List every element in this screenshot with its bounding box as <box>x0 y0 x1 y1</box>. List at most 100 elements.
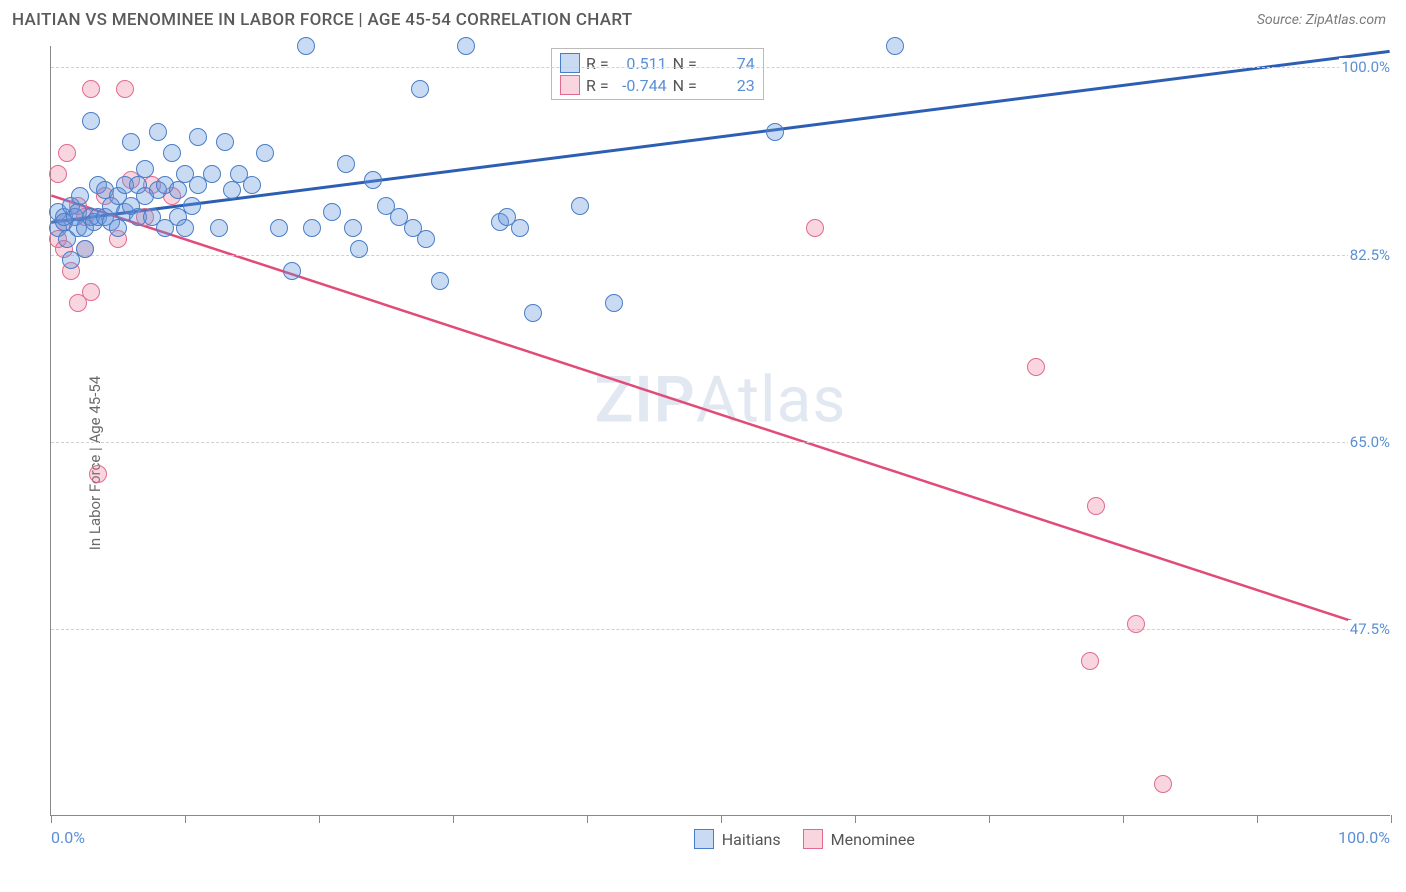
data-point-haitians <box>243 176 261 194</box>
data-point-haitians <box>524 304 542 322</box>
legend-swatch-haitians <box>694 829 714 849</box>
data-point-haitians <box>149 123 167 141</box>
data-point-menominee <box>1127 615 1145 633</box>
legend-r-label: R = <box>586 54 609 73</box>
data-point-haitians <box>605 294 623 312</box>
legend-swatch-menominee <box>560 75 580 95</box>
legend-label: Menominee <box>831 830 915 849</box>
data-point-haitians <box>766 123 784 141</box>
data-point-haitians <box>163 144 181 162</box>
data-point-haitians <box>122 133 140 151</box>
x-tick <box>721 815 722 823</box>
data-point-haitians <box>71 187 89 205</box>
data-point-haitians <box>223 181 241 199</box>
legend-r-label: R = <box>586 76 609 95</box>
grid-line <box>51 442 1390 443</box>
data-point-menominee <box>116 80 134 98</box>
x-tick <box>1257 815 1258 823</box>
data-point-menominee <box>49 165 67 183</box>
x-tick <box>319 815 320 823</box>
data-point-haitians <box>82 112 100 130</box>
legend-n-label: N = <box>673 76 697 95</box>
data-point-haitians <box>344 219 362 237</box>
data-point-haitians <box>323 203 341 221</box>
x-tick <box>587 815 588 823</box>
trend-lines <box>51 46 1390 815</box>
legend-n-value: 23 <box>703 76 755 95</box>
data-point-haitians <box>210 219 228 237</box>
x-axis-max-label: 100.0% <box>1338 828 1390 847</box>
data-point-haitians <box>109 219 127 237</box>
chart-title: HAITIAN VS MENOMINEE IN LABOR FORCE | AG… <box>12 10 632 30</box>
grid-line <box>51 629 1390 630</box>
legend-row: R = -0.744 N = 23 <box>560 74 755 96</box>
x-tick <box>1123 815 1124 823</box>
chart-source: Source: ZipAtlas.com <box>1257 12 1386 28</box>
x-axis-min-label: 0.0% <box>51 828 85 847</box>
legend-label: Haitians <box>722 830 781 849</box>
data-point-haitians <box>337 155 355 173</box>
watermark: ZIPAtlas <box>595 362 847 437</box>
data-point-haitians <box>417 230 435 248</box>
x-tick <box>855 815 856 823</box>
y-tick-label: 65.0% <box>1348 433 1392 451</box>
data-point-haitians <box>136 160 154 178</box>
data-point-haitians <box>169 181 187 199</box>
data-point-menominee <box>806 219 824 237</box>
data-point-haitians <box>76 240 94 258</box>
grid-line <box>51 255 1390 256</box>
x-tick <box>185 815 186 823</box>
trend-line <box>51 196 1389 634</box>
legend-swatch-haitians <box>560 53 580 73</box>
x-tick <box>51 815 52 823</box>
legend-row: R = 0.511 N = 74 <box>560 52 755 74</box>
data-point-haitians <box>431 272 449 290</box>
data-point-haitians <box>297 37 315 55</box>
data-point-haitians <box>571 197 589 215</box>
plot-area: ZIPAtlas R = 0.511 N = 74 R = -0.744 N =… <box>50 46 1390 816</box>
grid-line <box>51 67 1390 68</box>
data-point-haitians <box>176 219 194 237</box>
legend-r-value: -0.744 <box>615 76 667 95</box>
data-point-menominee <box>1154 775 1172 793</box>
data-point-menominee <box>1081 652 1099 670</box>
data-point-haitians <box>511 219 529 237</box>
legend-item: Haitians <box>694 829 781 849</box>
data-point-menominee <box>1027 358 1045 376</box>
y-tick-label: 82.5% <box>1348 246 1392 264</box>
data-point-haitians <box>283 262 301 280</box>
data-point-menominee <box>82 283 100 301</box>
data-point-haitians <box>886 37 904 55</box>
watermark-bold: ZIP <box>595 362 696 437</box>
chart-wrap: In Labor Force | Age 45-54 ZIPAtlas R = … <box>0 38 1406 888</box>
data-point-haitians <box>457 37 475 55</box>
data-point-haitians <box>189 128 207 146</box>
legend-n-value: 74 <box>703 54 755 73</box>
legend-r-value: 0.511 <box>615 54 667 73</box>
y-tick-label: 100.0% <box>1339 58 1392 76</box>
data-point-menominee <box>58 144 76 162</box>
watermark-light: Atlas <box>696 362 847 437</box>
chart-header: HAITIAN VS MENOMINEE IN LABOR FORCE | AG… <box>0 0 1406 38</box>
data-point-haitians <box>183 197 201 215</box>
x-tick <box>1391 815 1392 823</box>
legend-swatch-menominee <box>803 829 823 849</box>
data-point-haitians <box>350 240 368 258</box>
data-point-haitians <box>364 171 382 189</box>
legend-series: Haitians Menominee <box>694 829 915 849</box>
legend-item: Menominee <box>803 829 915 849</box>
data-point-haitians <box>270 219 288 237</box>
legend-correlation: R = 0.511 N = 74 R = -0.744 N = 23 <box>551 48 764 100</box>
legend-n-label: N = <box>673 54 697 73</box>
x-tick <box>989 815 990 823</box>
data-point-haitians <box>303 219 321 237</box>
data-point-menominee <box>1087 497 1105 515</box>
data-point-haitians <box>216 133 234 151</box>
data-point-menominee <box>89 465 107 483</box>
y-tick-label: 47.5% <box>1348 620 1392 638</box>
data-point-menominee <box>82 80 100 98</box>
data-point-haitians <box>411 80 429 98</box>
data-point-haitians <box>203 165 221 183</box>
x-tick <box>453 815 454 823</box>
data-point-haitians <box>256 144 274 162</box>
